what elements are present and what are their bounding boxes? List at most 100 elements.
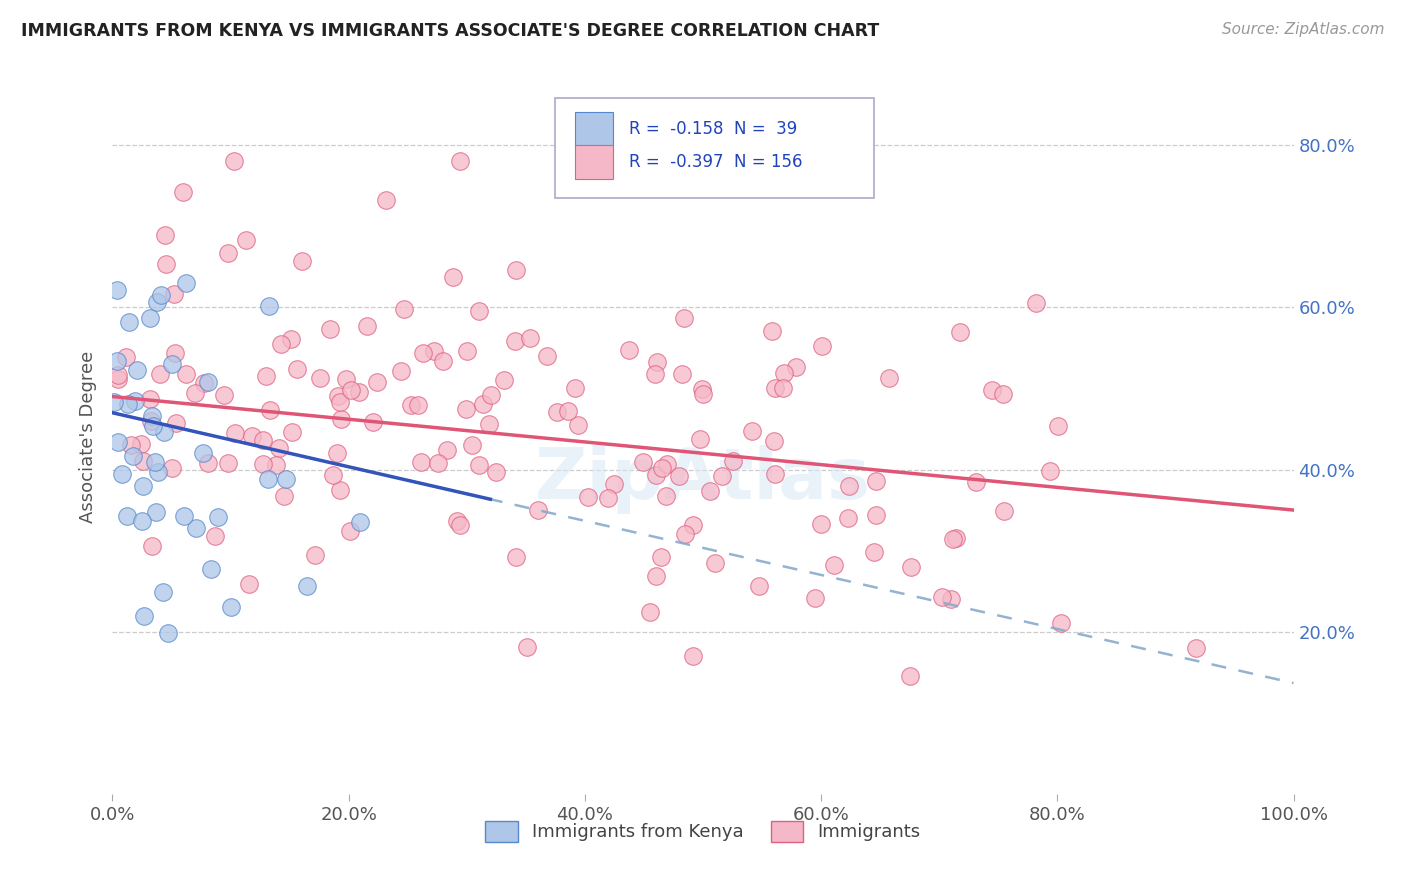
- Point: [804, 591, 827, 605]
- Point: [1047, 418, 1070, 433]
- Point: [811, 338, 834, 352]
- Point: [671, 367, 693, 381]
- Point: [576, 490, 599, 504]
- Point: [644, 467, 666, 482]
- Point: [461, 438, 484, 452]
- Point: [645, 355, 668, 369]
- Point: [326, 446, 349, 460]
- Point: [197, 376, 219, 390]
- Point: [505, 550, 527, 565]
- Point: [121, 450, 143, 464]
- Point: [329, 483, 352, 497]
- Text: Source: ZipAtlas.com: Source: ZipAtlas.com: [1222, 22, 1385, 37]
- Point: [741, 424, 763, 438]
- Point: [145, 505, 167, 519]
- Point: [449, 518, 471, 533]
- Point: [107, 372, 129, 386]
- Point: [163, 346, 186, 360]
- Point: [638, 605, 661, 619]
- Point: [259, 403, 281, 417]
- FancyBboxPatch shape: [555, 98, 875, 198]
- Point: [785, 359, 807, 374]
- Point: [143, 455, 166, 469]
- Point: [617, 343, 640, 357]
- Point: [773, 367, 796, 381]
- Point: [374, 193, 396, 207]
- Y-axis label: Associate's Degree: Associate's Degree: [79, 351, 97, 524]
- Point: [441, 270, 464, 285]
- Bar: [575, 112, 613, 146]
- Point: [1039, 464, 1062, 478]
- Point: [449, 154, 471, 169]
- Point: [319, 322, 342, 336]
- Point: [644, 569, 666, 583]
- Point: [993, 386, 1015, 401]
- Point: [823, 558, 845, 573]
- Point: [392, 302, 415, 317]
- Point: [153, 227, 176, 242]
- Point: [191, 446, 214, 460]
- Point: [690, 382, 713, 396]
- Point: [184, 521, 207, 535]
- Point: [692, 386, 714, 401]
- Point: [329, 412, 352, 426]
- Point: [710, 469, 733, 483]
- Point: [118, 315, 141, 329]
- Point: [131, 515, 153, 529]
- Point: [254, 368, 277, 383]
- Point: [564, 381, 586, 395]
- Point: [146, 295, 169, 310]
- Point: [160, 357, 183, 371]
- Point: [349, 516, 371, 530]
- Point: [1050, 616, 1073, 631]
- Point: [399, 398, 422, 412]
- Point: [281, 425, 304, 439]
- Point: [655, 457, 678, 471]
- Point: [238, 576, 260, 591]
- Point: [107, 368, 129, 382]
- Point: [567, 417, 589, 432]
- Point: [668, 468, 690, 483]
- Point: [468, 303, 491, 318]
- Point: [406, 399, 429, 413]
- Point: [412, 346, 434, 360]
- Point: [993, 504, 1015, 518]
- Point: [772, 380, 794, 394]
- Point: [224, 426, 246, 441]
- Point: [699, 484, 721, 499]
- Point: [651, 460, 673, 475]
- Point: [149, 288, 172, 302]
- Point: [160, 460, 183, 475]
- Point: [139, 414, 162, 428]
- Point: [142, 418, 165, 433]
- Point: [264, 458, 287, 472]
- Point: [748, 579, 770, 593]
- Point: [356, 318, 378, 333]
- Point: [761, 324, 783, 338]
- Point: [207, 510, 229, 524]
- Point: [949, 325, 972, 339]
- Point: [124, 394, 146, 409]
- Point: [763, 381, 786, 395]
- Point: [308, 371, 330, 385]
- Point: [682, 517, 704, 532]
- Point: [644, 367, 666, 381]
- Point: [174, 367, 197, 381]
- Point: [763, 467, 786, 481]
- Point: [516, 640, 538, 655]
- Point: [596, 491, 619, 505]
- Point: [721, 453, 744, 467]
- Point: [335, 372, 357, 386]
- Point: [631, 455, 654, 469]
- Point: [603, 477, 626, 491]
- Point: [328, 389, 350, 403]
- Point: [654, 489, 676, 503]
- Point: [366, 375, 388, 389]
- Point: [146, 466, 169, 480]
- Point: [222, 154, 245, 169]
- Point: [197, 456, 219, 470]
- Point: [322, 467, 344, 482]
- Point: [212, 388, 235, 402]
- Point: [162, 287, 184, 301]
- Point: [446, 514, 468, 528]
